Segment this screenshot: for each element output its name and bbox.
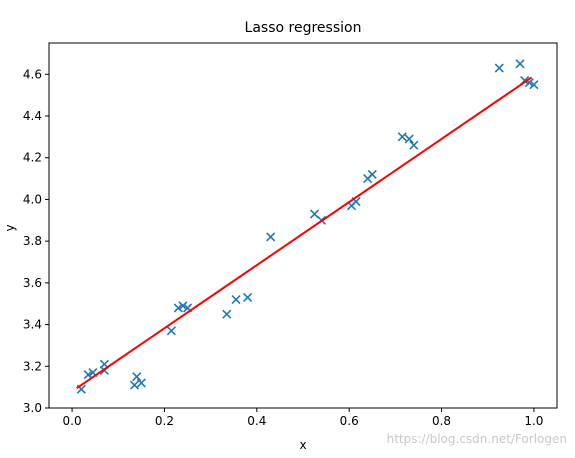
x-tick-label: 1.0: [524, 414, 543, 428]
data-point: [136, 378, 146, 388]
data-point-stroke: [222, 309, 232, 319]
data-point: [266, 232, 276, 242]
watermark-text: https://blog.csdn.net/Forlogen: [386, 432, 567, 446]
data-point: [243, 292, 253, 303]
data-point: [132, 372, 142, 382]
x-tick-label: 0.2: [155, 414, 174, 428]
x-tick-label: 0.4: [247, 414, 266, 428]
data-point: [529, 80, 539, 90]
y-tick-label: 3.0: [23, 401, 42, 415]
data-point-stroke: [243, 292, 253, 303]
y-axis-label: y: [3, 224, 17, 231]
data-point-stroke: [309, 209, 320, 219]
data-point: [222, 309, 232, 319]
data-point: [404, 134, 414, 144]
data-point-stroke: [515, 59, 525, 69]
x-tick-label: 0.6: [340, 414, 359, 428]
data-point-stroke: [529, 80, 539, 90]
data-point-stroke: [136, 378, 146, 388]
fit-line: [76, 76, 533, 390]
data-point-stroke: [524, 78, 534, 88]
data-point-stroke: [166, 326, 176, 336]
data-point: [367, 169, 377, 179]
data-point: [515, 59, 525, 69]
data-point-stroke: [367, 169, 377, 179]
data-point-stroke: [409, 140, 419, 150]
data-point-stroke: [266, 232, 276, 242]
data-point-stroke: [132, 372, 142, 382]
y-tick-label: 4.6: [23, 67, 42, 81]
data-point: [173, 303, 183, 313]
y-axis: 3.0 3.2 3.4 3.6 3.8 4.0 4.2 4.4 4.6: [23, 67, 49, 415]
y-tick-label: 3.2: [23, 359, 42, 373]
x-axis: 0.0 0.2 0.4 0.6 0.8 1.0: [63, 408, 543, 428]
data-point-stroke: [404, 134, 414, 144]
data-point: [129, 380, 140, 390]
data-point: [397, 132, 407, 142]
data-point-stroke: [83, 370, 93, 380]
data-point-stroke: [88, 367, 98, 378]
y-tick-label: 4.2: [23, 151, 42, 165]
data-point: [231, 294, 241, 305]
data-point-stroke: [397, 132, 407, 142]
data-point-stroke: [178, 301, 188, 311]
data-point: [409, 140, 419, 150]
x-axis-label: x: [299, 438, 306, 452]
x-tick-label: 0.0: [63, 414, 82, 428]
data-point: [494, 63, 504, 73]
chart-title: Lasso regression: [245, 20, 362, 36]
data-point-stroke: [182, 303, 193, 313]
x-tick-label: 0.8: [432, 414, 451, 428]
data-point: [166, 326, 176, 336]
data-point-stroke: [231, 294, 241, 305]
data-point-stroke: [173, 303, 183, 313]
plot-marks: [76, 59, 539, 394]
data-point-stroke: [129, 380, 140, 390]
plot-frame: [48, 42, 558, 409]
y-tick-label: 3.8: [23, 234, 42, 248]
data-point-stroke: [76, 384, 86, 394]
data-point: [178, 301, 188, 311]
y-tick-label: 4.0: [23, 192, 42, 206]
data-point-stroke: [351, 196, 361, 207]
data-point-stroke: [494, 63, 504, 73]
y-tick-label: 3.6: [23, 276, 42, 290]
y-tick-label: 4.4: [23, 109, 42, 123]
y-tick-label: 3.4: [23, 318, 42, 332]
